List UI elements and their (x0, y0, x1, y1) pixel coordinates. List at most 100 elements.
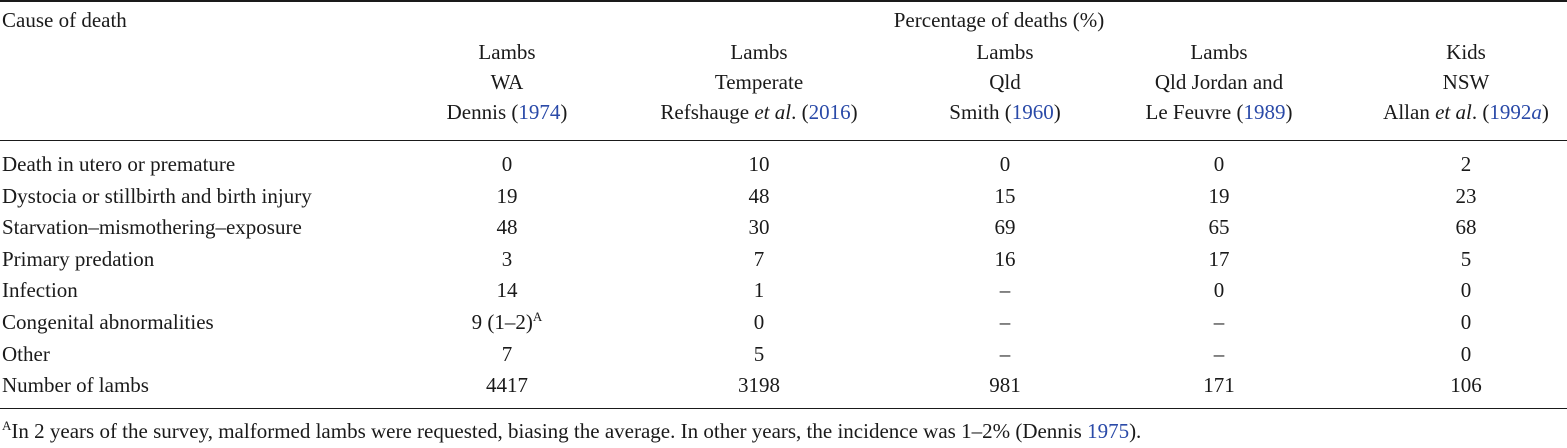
table-cell: – (1214, 307, 1225, 337)
row-label: Congenital abnormalities (2, 310, 214, 334)
col5-year: 1992 (1489, 100, 1532, 124)
cell-value: 981 (989, 373, 1021, 398)
row-header-label: Cause of death (2, 8, 127, 32)
table-cell: 19 (497, 181, 518, 211)
row-label: Number of lambs (2, 373, 149, 398)
col2-year-link[interactable]: 2016 (808, 100, 851, 124)
cell-value: 23 (1455, 183, 1477, 208)
table-cell: 69 (995, 212, 1016, 242)
table-cell: 981 (989, 370, 1021, 400)
col2-mid: . ( (791, 100, 809, 124)
footnote-close: ). (1129, 419, 1142, 443)
col5-line1: Kids (1446, 40, 1486, 64)
table-cell: 0 (502, 149, 513, 179)
col5-author: Allan (1383, 100, 1436, 124)
cell-value: 7 (501, 341, 513, 366)
table-cell: 9 (1–2)A (472, 307, 543, 337)
table-cell: 68 (1456, 212, 1477, 242)
cell-value: 0 (999, 152, 1011, 176)
table-cell: 0 (1461, 307, 1472, 337)
cell-value: 0 (1460, 310, 1472, 334)
row-label: Primary predation (2, 246, 155, 271)
table-cell: 0 (1000, 149, 1011, 179)
col3-citation: Smith (1960) (949, 97, 1060, 127)
table-cell: 48 (749, 181, 770, 211)
row-label: Dystocia or stillbirth and birth injury (2, 183, 312, 208)
cell-value: 171 (1203, 373, 1235, 398)
footnote-year-link[interactable]: 1975 (1087, 419, 1130, 443)
col2-close: ) (850, 100, 858, 124)
col4-close: ) (1285, 100, 1293, 124)
col5-line2: NSW (1442, 70, 1490, 94)
column-header-1: Lambs WA Dennis (1974) (447, 37, 568, 127)
table-cell: 19 (1209, 181, 1230, 211)
top-rule (0, 0, 1567, 2)
cell-value: 4417 (486, 373, 528, 398)
bottom-rule (0, 408, 1567, 409)
table-cell: 0 (1214, 275, 1225, 305)
column-header-3: Lambs Qld Smith (1960) (949, 37, 1060, 127)
col1-citation: Dennis (1974) (447, 97, 568, 127)
cell-value: 15 (994, 183, 1016, 208)
col3-close: ) (1053, 100, 1061, 124)
header-rule (0, 140, 1567, 141)
table-cell: 30 (749, 212, 770, 242)
col1-line2: WA (490, 70, 524, 94)
cell-value: – (999, 278, 1011, 303)
col5-year-link[interactable]: 1992a (1489, 100, 1542, 124)
col5-mid: . ( (1471, 100, 1490, 124)
row-label: Starvation–mismothering–exposure (2, 215, 302, 240)
row-label: Infection (2, 278, 78, 303)
spanner-header: Percentage of deaths (%) (893, 8, 1105, 32)
table-cell: 15 (995, 181, 1016, 211)
col1-close: ) (560, 100, 568, 124)
table-cell: – (1000, 275, 1011, 305)
cell-value: 17 (1208, 246, 1230, 271)
col5-etal: et al (1435, 100, 1472, 124)
col2-citation: Refshauge et al. (2016) (660, 97, 857, 127)
table-cell: 106 (1450, 370, 1482, 400)
table-cell: 16 (995, 244, 1016, 274)
col2-etal: et al (754, 100, 792, 124)
col1-line1: Lambs (478, 40, 536, 64)
table-cell: 48 (497, 212, 518, 242)
cell-value: 0 (1213, 152, 1225, 176)
cell-value: 0 (501, 152, 513, 176)
table-cell: 17 (1209, 244, 1230, 274)
col2-author: Refshauge (660, 100, 755, 124)
col3-line1: Lambs (976, 40, 1034, 64)
footnote-marker: A (2, 418, 12, 433)
cell-value: 0 (753, 310, 765, 334)
cell-value: 3198 (738, 373, 780, 398)
footnote-ref: A (532, 309, 543, 324)
col1-year-link[interactable]: 1974 (518, 100, 561, 124)
cell-value: 48 (496, 215, 518, 240)
cell-value: – (1213, 341, 1225, 366)
table-cell: 5 (754, 339, 765, 369)
cell-value: – (1213, 310, 1225, 334)
col3-year-link[interactable]: 1960 (1011, 100, 1054, 124)
cell-value: 68 (1455, 215, 1477, 240)
col5-year-suffix: a (1531, 100, 1542, 124)
table-cell: 171 (1203, 370, 1235, 400)
table-cell: 5 (1461, 244, 1472, 274)
table-cell: 0 (1461, 275, 1472, 305)
col1-author: Dennis ( (446, 100, 519, 124)
col4-year-link[interactable]: 1989 (1243, 100, 1286, 124)
col4-author: Le Feuvre ( (1145, 100, 1244, 124)
table-cell: 3198 (738, 370, 780, 400)
table-cell: 4417 (486, 370, 528, 400)
cell-value: 30 (748, 215, 770, 240)
column-header-2: Lambs Temperate Refshauge et al. (2016) (660, 37, 857, 127)
table-cell: 2 (1461, 149, 1472, 179)
table-cell: 23 (1456, 181, 1477, 211)
col4-line1: Lambs (1190, 40, 1248, 64)
cell-value: 106 (1450, 373, 1482, 398)
table-cell: 10 (749, 149, 770, 179)
row-label: Other (2, 341, 50, 366)
table-cell: 7 (754, 244, 765, 274)
cell-value: 3 (501, 246, 513, 271)
table-cell: 0 (1461, 339, 1472, 369)
cell-value: 5 (1460, 246, 1472, 271)
